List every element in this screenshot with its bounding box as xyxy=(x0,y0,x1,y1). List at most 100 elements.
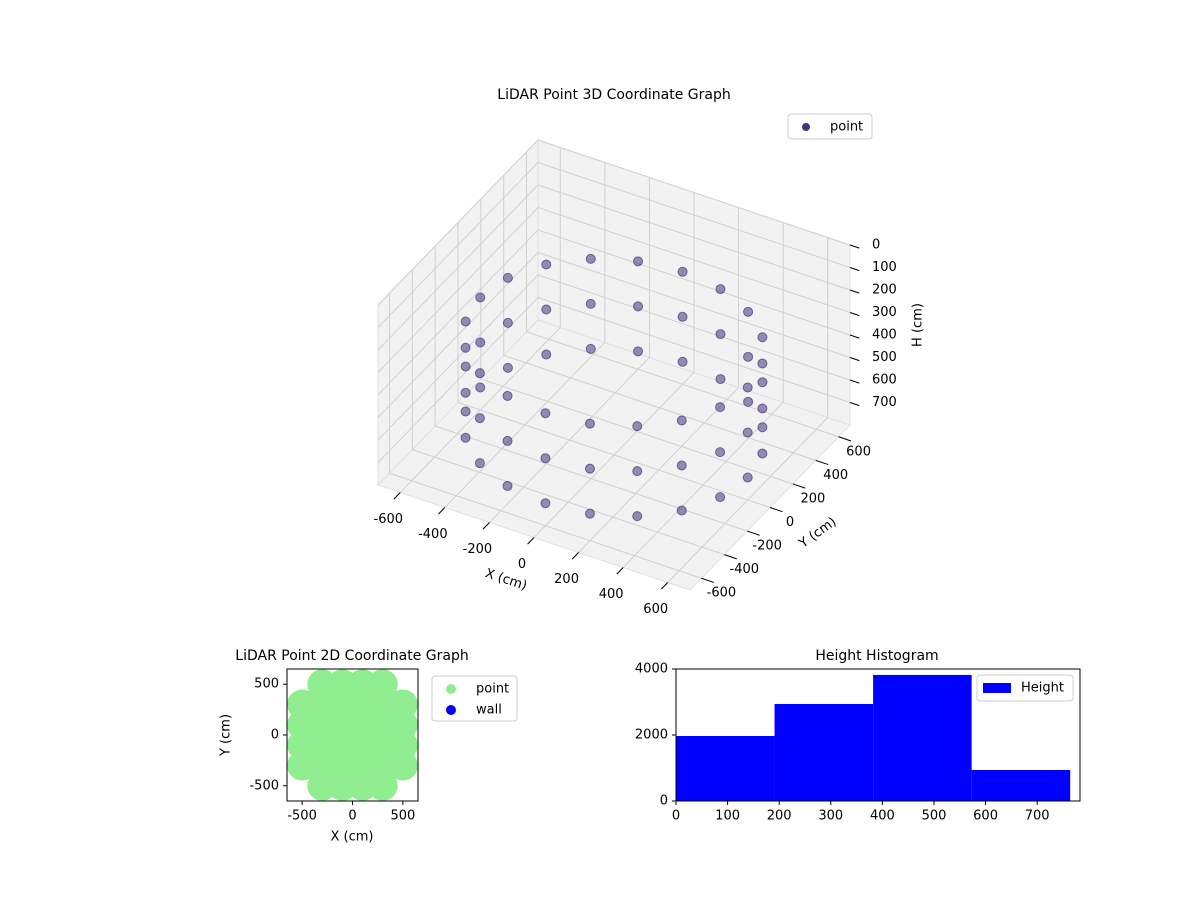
grid-line xyxy=(480,378,794,485)
y-axis-label: Y (cm) xyxy=(219,714,234,757)
point xyxy=(757,422,768,433)
tick-mark xyxy=(838,436,852,442)
point xyxy=(460,316,471,327)
bar xyxy=(676,735,775,801)
grid-line xyxy=(537,139,851,246)
x-tick-label: 0 xyxy=(672,809,680,824)
point xyxy=(367,669,398,700)
z-axis-label: H (cm) xyxy=(911,303,926,347)
grid-line xyxy=(412,449,725,556)
tick-mark xyxy=(849,402,860,407)
point xyxy=(502,317,513,328)
grid-line xyxy=(537,184,851,291)
grid-line xyxy=(457,402,771,508)
point xyxy=(502,272,513,283)
point xyxy=(757,377,768,388)
point xyxy=(387,689,418,720)
y-tick-label: 600 xyxy=(846,444,871,459)
bar xyxy=(774,703,874,801)
point xyxy=(584,508,595,519)
y-tick-label: 0 xyxy=(660,794,668,809)
legend-box xyxy=(976,674,1074,702)
legend-box xyxy=(431,675,518,722)
grid-line xyxy=(526,331,839,438)
chart-title: LiDAR Point 3D Coordinate Graph xyxy=(497,87,730,103)
point xyxy=(633,301,644,312)
x-tick-label: 300 xyxy=(818,809,843,824)
bar xyxy=(873,674,972,801)
point xyxy=(540,498,551,509)
x-tick-label: 600 xyxy=(973,809,998,824)
tick-mark xyxy=(571,552,579,560)
x-tick-label: -600 xyxy=(374,512,404,527)
x-tick-label: 500 xyxy=(390,809,415,824)
bar xyxy=(971,769,1071,801)
point xyxy=(757,448,768,459)
x-tick-label: 0 xyxy=(348,809,356,824)
x-tick-label: -500 xyxy=(287,809,317,824)
legend-label: Height xyxy=(1021,681,1064,696)
point xyxy=(460,342,471,353)
point xyxy=(540,408,551,419)
point xyxy=(742,382,753,393)
x-tick-label: 200 xyxy=(767,809,792,824)
point xyxy=(584,418,595,429)
tick-mark xyxy=(792,483,806,489)
point xyxy=(460,432,471,443)
point xyxy=(715,402,726,413)
x-tick-label: -200 xyxy=(463,542,493,557)
tick-mark xyxy=(746,530,760,536)
grid-line xyxy=(537,162,851,268)
point xyxy=(715,492,726,503)
point xyxy=(541,349,552,360)
grid-line xyxy=(537,252,851,358)
legend-marker xyxy=(446,705,456,715)
grid-line xyxy=(377,207,539,373)
point xyxy=(585,253,596,264)
z-tick-label: 300 xyxy=(872,305,897,320)
x-tick-label: 200 xyxy=(554,572,579,587)
grid-line xyxy=(537,207,851,313)
z-tick-label: 200 xyxy=(872,283,897,298)
point xyxy=(632,511,643,522)
point xyxy=(715,447,726,458)
x-axis-label: X (cm) xyxy=(331,830,374,845)
tick-mark xyxy=(701,577,715,583)
chart-title: Height Histogram xyxy=(815,648,938,664)
point xyxy=(757,358,768,369)
tick-mark xyxy=(849,334,860,339)
tick-mark xyxy=(482,522,490,530)
point xyxy=(743,306,754,317)
grid-line xyxy=(503,354,816,461)
point xyxy=(585,343,596,354)
x-tick-label: 0 xyxy=(518,557,526,572)
point xyxy=(715,284,726,295)
tick-mark xyxy=(849,379,860,384)
point xyxy=(676,505,687,516)
point xyxy=(541,304,552,315)
tick-mark xyxy=(660,582,669,590)
y-tick-label: 200 xyxy=(800,491,825,506)
x-tick-label: 700 xyxy=(1025,809,1050,824)
legend-marker xyxy=(802,123,810,131)
point xyxy=(475,337,486,348)
tick-mark xyxy=(769,507,783,513)
tick-mark xyxy=(849,357,860,362)
y-tick-label: -500 xyxy=(249,778,279,793)
grid-line xyxy=(434,425,748,532)
z-tick-label: 600 xyxy=(872,373,897,388)
legend-swatch xyxy=(983,683,1011,693)
point xyxy=(541,259,552,270)
point xyxy=(632,466,643,477)
point xyxy=(475,292,486,303)
grid-line xyxy=(537,274,851,381)
point xyxy=(584,463,595,474)
legend-label: point xyxy=(476,682,509,697)
y-tick-label: 500 xyxy=(254,677,279,692)
y-tick-label: 0 xyxy=(271,728,279,743)
y-tick-label: 400 xyxy=(823,468,848,483)
z-tick-label: 100 xyxy=(872,260,897,275)
grid-line xyxy=(377,229,539,396)
point xyxy=(502,390,513,401)
